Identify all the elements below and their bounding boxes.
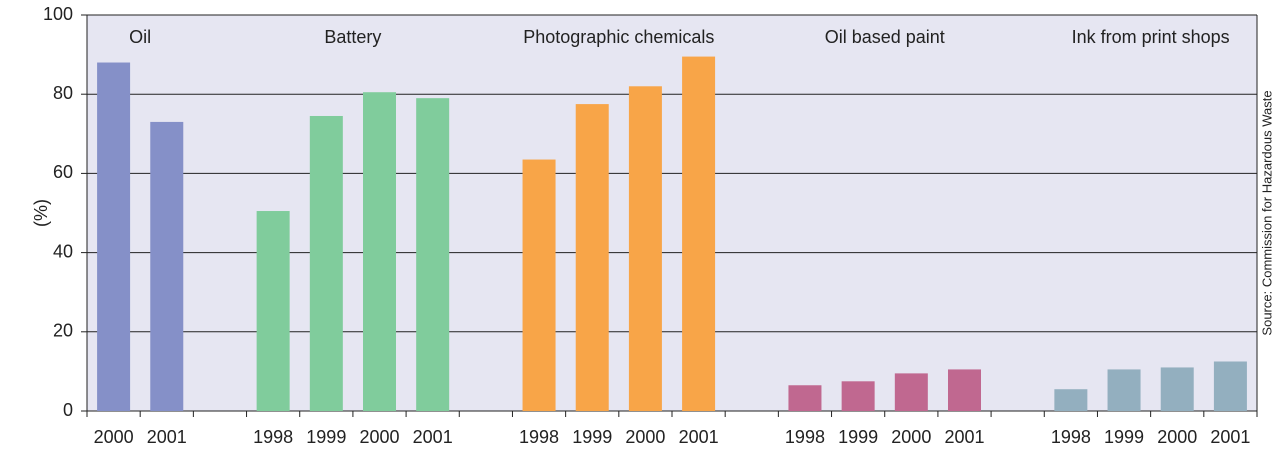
y-tick-label: 40: [53, 241, 73, 261]
series-label: Oil: [129, 27, 151, 47]
series-label: Battery: [324, 27, 381, 47]
bar: [256, 211, 290, 411]
y-tick-label: 60: [53, 162, 73, 182]
series-label: Photographic chemicals: [523, 27, 714, 47]
x-tick-label: 2000: [1157, 427, 1197, 447]
series-label: Ink from print shops: [1072, 27, 1230, 47]
bar: [416, 98, 450, 411]
x-tick-label: 1998: [253, 427, 293, 447]
x-tick-label: 1998: [785, 427, 825, 447]
bar: [363, 92, 396, 411]
x-tick-label: 2001: [147, 427, 187, 447]
x-tick-label: 2001: [944, 427, 984, 447]
bar: [575, 104, 609, 411]
bar: [309, 115, 343, 411]
x-tick-label: 2000: [94, 427, 134, 447]
y-tick-label: 80: [53, 83, 73, 103]
bar: [1054, 389, 1088, 411]
x-tick-label: 2000: [891, 427, 931, 447]
x-tick-label: 2000: [359, 427, 399, 447]
bar: [522, 159, 556, 411]
x-tick-label: 2001: [413, 427, 453, 447]
x-tick-label: 1999: [306, 427, 346, 447]
bar: [841, 381, 875, 411]
series-label: Oil based paint: [825, 27, 945, 47]
y-tick-label: 0: [63, 400, 73, 420]
x-tick-label: 2001: [679, 427, 719, 447]
bar: [97, 62, 131, 412]
bar: [628, 86, 662, 411]
y-tick-label: 20: [53, 321, 73, 341]
bar: [1213, 361, 1247, 411]
source-note: Source: Commission for Hazardous Waste: [1259, 90, 1274, 335]
bar: [788, 385, 822, 411]
y-tick-label: 100: [43, 4, 73, 24]
x-tick-label: 1999: [1104, 427, 1144, 447]
bar: [948, 369, 981, 411]
x-tick-label: 2001: [1210, 427, 1250, 447]
bar: [1160, 367, 1194, 411]
x-tick-label: 1998: [519, 427, 559, 447]
bar: [894, 373, 928, 411]
bar: [1107, 369, 1141, 411]
x-tick-label: 1999: [572, 427, 612, 447]
x-tick-label: 1998: [1051, 427, 1091, 447]
x-tick-label: 1999: [838, 427, 878, 447]
bar: [682, 56, 716, 412]
x-tick-label: 2000: [625, 427, 665, 447]
bar: [150, 121, 184, 412]
y-axis-label: (%): [31, 199, 51, 227]
